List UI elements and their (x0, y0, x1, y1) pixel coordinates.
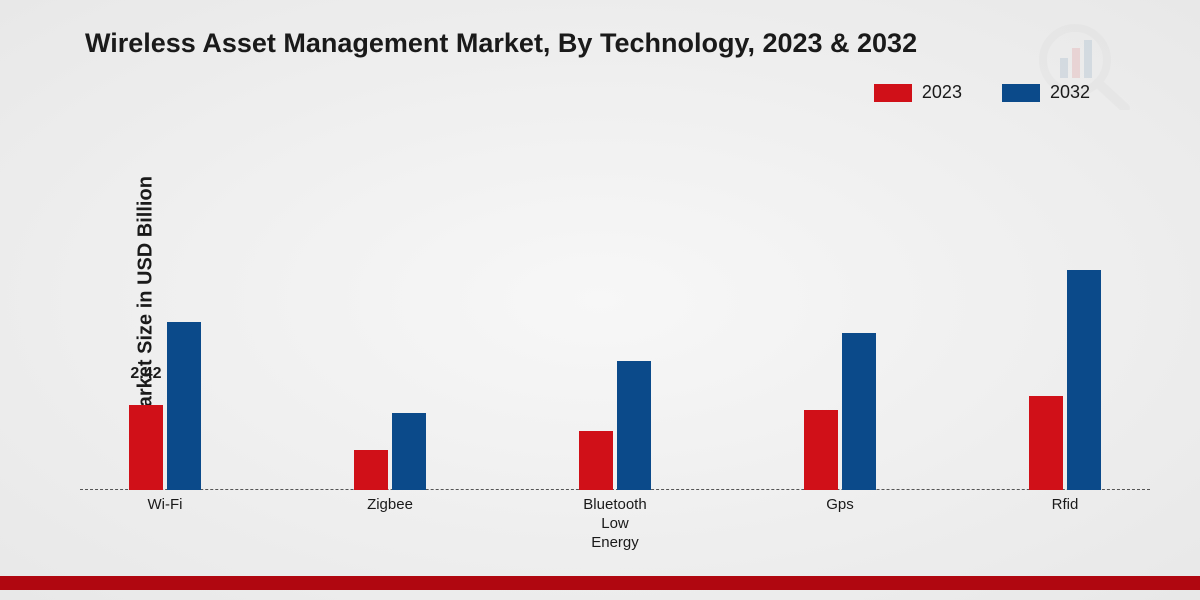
legend-swatch-2032 (1002, 84, 1040, 102)
x-tick-label: Bluetooth Low Energy (583, 496, 646, 552)
bar-series2 (1067, 270, 1101, 491)
bar-series2 (617, 361, 651, 491)
x-axis-labels: Wi-Fi Zigbee Bluetooth Low Energy Gps Rfid (80, 496, 1150, 556)
bar-series1 (354, 450, 388, 490)
bar-series1 (804, 410, 838, 491)
bar-group (804, 140, 876, 490)
bar-series2 (167, 322, 201, 490)
bar-series1 (579, 431, 613, 491)
legend-swatch-2023 (874, 84, 912, 102)
bar-series2 (392, 413, 426, 490)
legend-item-2023: 2023 (874, 82, 962, 103)
bar-group (129, 140, 201, 490)
bar-series1 (1029, 396, 1063, 491)
x-tick-label: Wi-Fi (148, 496, 183, 515)
x-tick-label: Gps (826, 496, 854, 515)
bar-series1 (129, 405, 163, 490)
legend-label-2023: 2023 (922, 82, 962, 103)
chart-title: Wireless Asset Management Market, By Tec… (85, 28, 917, 59)
x-tick-label: Rfid (1052, 496, 1079, 515)
bar-data-label: 2.42 (130, 365, 161, 383)
footer-accent-bar (0, 576, 1200, 590)
bar-series2 (842, 333, 876, 491)
legend: 2023 2032 (874, 82, 1090, 103)
bar-group (579, 140, 651, 490)
plot-area: 2.42 (80, 140, 1150, 490)
bar-group (1029, 140, 1101, 490)
bar-group (354, 140, 426, 490)
legend-label-2032: 2032 (1050, 82, 1090, 103)
x-tick-label: Zigbee (367, 496, 413, 515)
legend-item-2032: 2032 (1002, 82, 1090, 103)
